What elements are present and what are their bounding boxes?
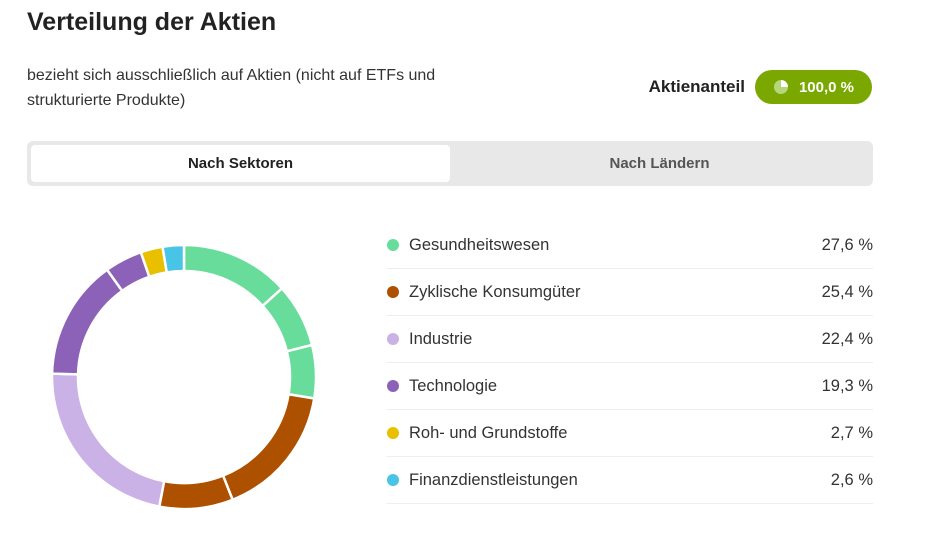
donut-segment-gesundheitswesen-1[interactable] [182, 243, 284, 308]
legend-color-dot [387, 427, 399, 439]
donut-segment-gesundheitswesen-3[interactable] [285, 343, 318, 400]
legend-label: Finanzdienstleistungen [409, 470, 578, 489]
legend-row: Zyklische Konsumgüter 25,4 % [387, 269, 873, 316]
stock-share-label: Aktienanteil [648, 77, 745, 96]
stock-share-badge: 100,0 % [754, 70, 872, 104]
legend-color-dot [387, 333, 399, 345]
pie-icon [773, 80, 788, 94]
legend-row: Technologie 19,3 % [387, 363, 873, 410]
stock-share: Aktienanteil 100,0 % [649, 70, 872, 104]
donut-segment-industrie-1[interactable] [50, 372, 166, 508]
legend-row: Roh- und Grundstoffe 2,7 % [387, 410, 873, 457]
legend-value: 2,6 % [830, 470, 873, 489]
legend-row: Gesundheitswesen 27,6 % [387, 222, 873, 269]
donut-segment-zyklische-konsumgüter-2[interactable] [158, 474, 234, 511]
legend-label: Zyklische Konsumgüter [409, 282, 581, 301]
legend-label: Gesundheitswesen [409, 235, 550, 254]
donut-segment-zyklische-konsumgüter-1[interactable] [221, 392, 316, 501]
view-tabs: Nach Sektoren Nach Ländern [27, 141, 873, 186]
subtitle: bezieht sich ausschließlich auf Aktien (… [27, 67, 436, 109]
legend-value: 2,7 % [830, 423, 873, 442]
donut-segment-technologie-1[interactable] [50, 268, 124, 376]
legend-value: 19,3 % [821, 376, 873, 395]
legend-color-dot [387, 239, 399, 251]
legend-label: Roh- und Grundstoffe [409, 423, 568, 442]
legend-color-dot [387, 380, 399, 392]
legend-label: Technologie [409, 376, 498, 395]
legend-value: 22,4 % [821, 329, 873, 348]
legend-value: 25,4 % [821, 282, 873, 301]
page-title: Verteilung der Aktien [27, 8, 277, 36]
stock-share-value: 100,0 % [798, 78, 854, 96]
legend: Gesundheitswesen 27,6 % Zyklische Konsumgü… [387, 222, 873, 504]
legend-label: Industrie [409, 329, 473, 348]
legend-color-dot [387, 474, 399, 486]
tab-sectors[interactable]: Nach Sektoren [31, 145, 450, 182]
donut-segment-gesundheitswesen-2[interactable] [261, 287, 314, 353]
legend-value: 27,6 % [821, 235, 873, 254]
tab-countries[interactable]: Nach Ländern [609, 155, 710, 172]
donut-segment-finanzdienstleistungen-1[interactable] [161, 243, 186, 274]
legend-color-dot [387, 286, 399, 298]
donut-chart [50, 243, 318, 511]
legend-row: Finanzdienstleistungen 2,6 % [387, 457, 873, 504]
legend-row: Industrie 22,4 % [387, 316, 873, 363]
